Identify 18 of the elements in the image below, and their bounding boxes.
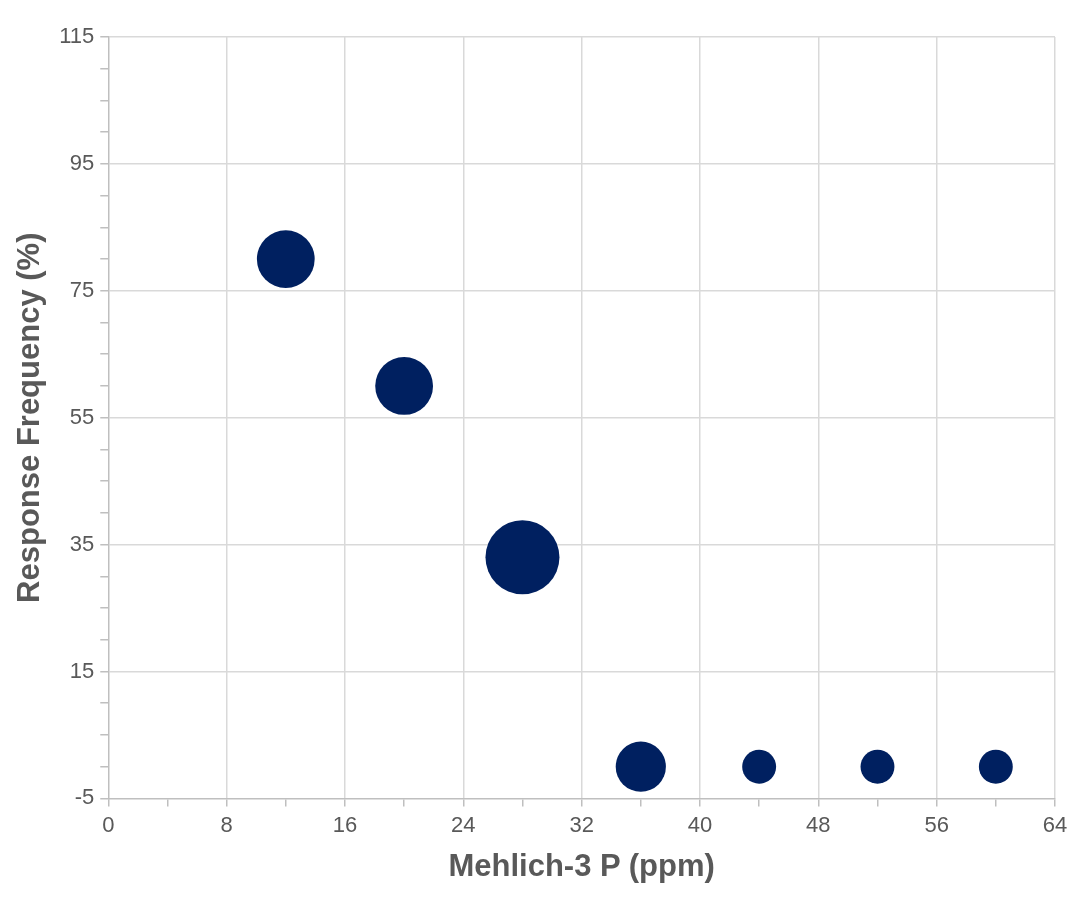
y-tick-label: 95 <box>69 149 95 175</box>
x-tick-label: 32 <box>569 811 594 837</box>
x-tick-label: 40 <box>687 811 713 837</box>
x-tick-label: 0 <box>102 811 115 837</box>
x-tick-label: 8 <box>220 811 233 837</box>
y-tick-label: 75 <box>69 276 95 302</box>
x-tick-label: 24 <box>451 811 476 837</box>
y-tick-label: 35 <box>69 530 95 556</box>
y-tick-label: 15 <box>69 657 95 683</box>
x-axis-title: Mehlich-3 P (ppm) <box>448 847 715 883</box>
y-axis-title: Response Frequency (%) <box>11 232 47 603</box>
x-tick-label: 56 <box>924 811 949 837</box>
x-tick-label: 48 <box>806 811 831 837</box>
x-tick-label: 64 <box>1042 811 1068 837</box>
x-tick-label: 16 <box>332 811 358 837</box>
y-tick-label: -5 <box>74 784 95 810</box>
y-tick-label: 55 <box>69 403 95 429</box>
y-tick-label: 115 <box>59 23 95 49</box>
